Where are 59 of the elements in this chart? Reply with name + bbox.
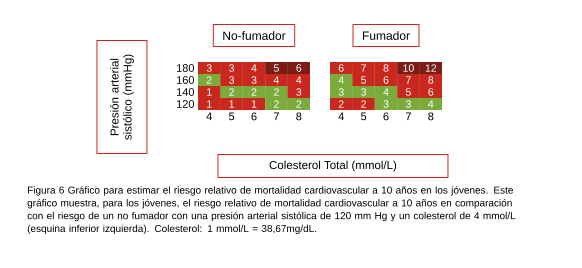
data-label: 5 bbox=[274, 64, 279, 72]
data-label: 3 bbox=[383, 100, 388, 108]
data-label: 2 bbox=[229, 88, 234, 96]
x-axis-title: Colesterol Total (mmol/L) bbox=[270, 160, 396, 172]
data-label: 6 bbox=[384, 76, 388, 84]
data-label: 10 bbox=[403, 64, 414, 72]
y-tick-label: 160 bbox=[176, 76, 194, 84]
data-label: 7 bbox=[361, 64, 366, 72]
data-label: 2 bbox=[274, 88, 279, 96]
data-label: 3 bbox=[361, 88, 366, 96]
x-tick-label: 5 bbox=[228, 112, 234, 120]
x-tick-label: 6 bbox=[384, 112, 389, 120]
x-tick-label: 7 bbox=[274, 112, 279, 120]
x-tick-label: 4 bbox=[338, 112, 344, 120]
data-label: 4 bbox=[338, 76, 344, 84]
data-label: 2 bbox=[338, 100, 344, 108]
y-tick-label: 180 bbox=[176, 64, 194, 72]
data-label: 3 bbox=[406, 100, 411, 108]
x-tick-label: 8 bbox=[428, 112, 434, 120]
x-tick-label: 5 bbox=[360, 112, 366, 120]
data-label: 1 bbox=[207, 100, 212, 108]
data-label: 8 bbox=[428, 76, 434, 84]
data-label: 5 bbox=[361, 76, 366, 84]
data-label: 2 bbox=[274, 100, 279, 108]
data-label: 2 bbox=[296, 100, 302, 108]
data-label: 6 bbox=[296, 64, 302, 72]
data-label: 6 bbox=[428, 88, 434, 96]
chart-title: No-fumador bbox=[223, 31, 286, 40]
data-label: 1 bbox=[252, 100, 256, 108]
chart-title: Fumador bbox=[362, 31, 410, 40]
data-label: 2 bbox=[252, 88, 256, 96]
data-label: 3 bbox=[206, 64, 212, 72]
data-label: 3 bbox=[229, 64, 234, 72]
data-label: 7 bbox=[406, 76, 411, 84]
data-label: 2 bbox=[361, 100, 366, 108]
y-tick-label: 120 bbox=[176, 100, 194, 108]
data-label: 2 bbox=[206, 76, 212, 84]
x-tick-label: 8 bbox=[296, 112, 302, 120]
data-label: 3 bbox=[251, 76, 256, 84]
data-label: 4 bbox=[274, 76, 280, 84]
data-label: 3 bbox=[229, 76, 234, 84]
data-label: 5 bbox=[406, 88, 411, 96]
data-label: 4 bbox=[428, 100, 434, 108]
data-label: 1 bbox=[207, 88, 212, 96]
data-label: 3 bbox=[338, 88, 344, 96]
data-label: 12 bbox=[426, 64, 436, 72]
data-label: 3 bbox=[296, 88, 302, 96]
data-label: 4 bbox=[296, 76, 302, 84]
x-tick-label: 7 bbox=[406, 112, 411, 120]
data-label: 1 bbox=[229, 100, 234, 108]
x-tick-label: 4 bbox=[206, 112, 212, 120]
x-tick-label: 6 bbox=[252, 112, 257, 120]
data-label: 8 bbox=[384, 64, 388, 72]
data-label: 4 bbox=[251, 64, 257, 72]
text: Figura 6 Gráfico para estimar el riesgo relativo de mortalidad cardiovascular a 10 años en los jóvenes. Este gráfico muestra, para los jóvenes, el riesgo relativo de mortalidad cardiovascular a 10 años en comparación con el riesgo de un no fumador con una presión arterial sistólica de 120 mm Hg y un colesterol de 4 mmol/L (esquina inferior izquierda). Colesterol: 1 mmol/L = 38,67mg/dL. bbox=[28, 186, 516, 234]
data-label: 4 bbox=[383, 88, 389, 96]
y-tick-label: 140 bbox=[176, 88, 194, 96]
data-label: 6 bbox=[338, 64, 344, 72]
y-axis-title: Presión arterial sistólico (mmHg) bbox=[110, 54, 134, 140]
